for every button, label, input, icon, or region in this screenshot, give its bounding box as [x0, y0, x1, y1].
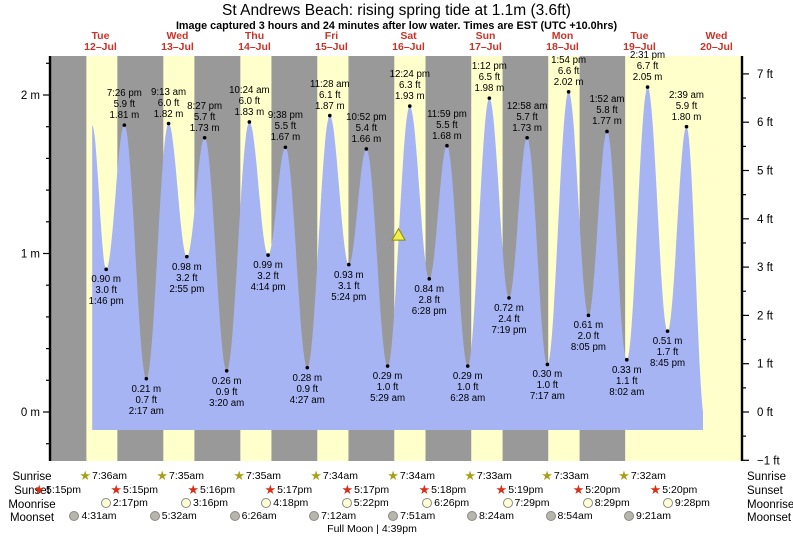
now-time-marker	[391, 227, 406, 241]
tide-extreme-dot	[487, 96, 492, 100]
right-axis-tick-label: 1 ft	[757, 359, 774, 371]
tide-extreme-dot	[104, 267, 108, 272]
tide-extreme-dot	[122, 123, 127, 127]
tide-extreme-dot	[624, 357, 629, 362]
right-axis-tick-label: 2 ft	[757, 310, 774, 322]
right-axis-tick-label: 0 ft	[757, 407, 774, 419]
tide-extreme-dot	[185, 254, 189, 259]
tide-extreme-dot	[283, 145, 288, 150]
tide-extreme-dot	[507, 296, 511, 300]
tide-extreme-dot	[266, 253, 270, 257]
night-band	[50, 56, 87, 461]
tide-extreme-dot	[364, 147, 369, 151]
full-moon-note: Full Moon | 4:39pm	[327, 523, 417, 535]
tide-extreme-dot	[545, 362, 550, 367]
tide-extreme-dot	[305, 365, 310, 370]
right-axis-tick-label: 6 ft	[757, 117, 774, 129]
right-axis-tick-label: −1 ft	[757, 455, 781, 467]
left-axis-tick-label: 2 m	[21, 90, 40, 102]
tide-extreme-dot	[327, 113, 332, 118]
tide-extreme-dot	[684, 124, 689, 129]
tide-extreme-dot	[385, 364, 390, 368]
tide-extreme-dot	[202, 135, 207, 140]
right-axis-tick-label: 7 ft	[757, 69, 774, 81]
tide-extreme-dot	[347, 262, 351, 267]
chart-subtitle: Image captured 3 hours and 24 minutes af…	[175, 20, 618, 32]
tide-extreme-dot	[166, 121, 171, 126]
tide-extreme-dot	[566, 90, 571, 94]
tide-extreme-dot	[665, 329, 670, 333]
tide-extreme-dot	[465, 364, 470, 368]
right-axis-tick-label: 5 ft	[757, 166, 774, 178]
left-axis-tick-label: 0 m	[21, 407, 40, 419]
tide-extreme-dot	[525, 135, 529, 140]
tide-water-area	[92, 87, 703, 430]
tide-extreme-dot	[586, 313, 591, 318]
tide-extreme-dot	[445, 143, 449, 148]
left-axis-tick-label: 1 m	[21, 249, 40, 261]
right-axis-tick-label: 3 ft	[757, 262, 774, 274]
right-axis-tick-label: 4 ft	[757, 214, 774, 226]
tide-extreme-dot	[645, 85, 650, 89]
tide-extreme-dot	[427, 277, 432, 281]
tide-extreme-dot	[407, 104, 412, 108]
tide-extreme-dot	[605, 129, 609, 134]
tide-extreme-dot	[247, 120, 252, 124]
tide-extreme-dot	[144, 376, 149, 381]
chart-title: St Andrews Beach: rising spring tide at …	[222, 2, 571, 19]
tide-extreme-dot	[224, 368, 229, 373]
